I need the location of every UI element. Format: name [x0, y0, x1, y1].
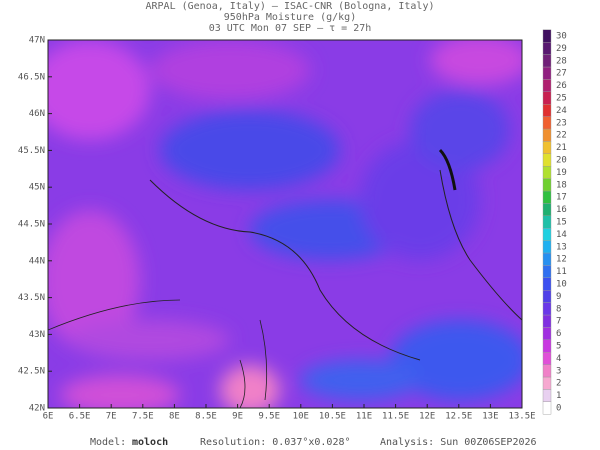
colorbar-cell — [542, 141, 552, 154]
colorbar-cell — [542, 42, 552, 55]
colorbar-label: 9 — [556, 292, 561, 302]
colorbar-cell — [542, 203, 552, 216]
lon-tick-label: 6.5E — [69, 412, 91, 422]
lon-tick-label: 11.5E — [382, 412, 409, 422]
colorbar-label: 6 — [556, 329, 561, 339]
colorbar-label: 17 — [556, 193, 567, 203]
lon-tick-label: 9E — [232, 412, 243, 422]
colorbar-cell — [542, 116, 552, 130]
footer-model-label: Model: — [90, 437, 126, 448]
colorbar-label: 15 — [556, 218, 567, 228]
colorbar-label: 24 — [556, 106, 567, 116]
colorbar-label: 21 — [556, 143, 567, 153]
colorbar-cell — [542, 401, 552, 415]
lon-tick-label: 10E — [293, 412, 309, 422]
lat-tick-label: 46.5N — [18, 72, 45, 82]
colorbar-label: 16 — [556, 205, 567, 215]
colorbar-label: 14 — [556, 230, 567, 240]
lon-tick-label: 12E — [419, 412, 435, 422]
colorbar-cell — [542, 314, 552, 328]
colorbar-label: 4 — [556, 354, 561, 364]
colorbar-label: 13 — [556, 242, 567, 252]
colorbar-cell — [542, 91, 552, 105]
lon-tick-label: 8E — [169, 412, 180, 422]
lat-tick-label: 45N — [29, 183, 45, 193]
colorbar-label: 11 — [556, 267, 567, 277]
lat-tick-label: 47N — [29, 36, 45, 46]
lat-tick-label: 44N — [29, 256, 45, 266]
colorbar-cell — [542, 327, 552, 340]
colorbar-label: 27 — [556, 69, 567, 79]
colorbar-cell — [542, 290, 552, 303]
colorbar-cell — [542, 190, 552, 204]
colorbar-label: 19 — [556, 168, 567, 178]
colorbar-label: 30 — [556, 32, 567, 42]
colorbar-cell — [542, 103, 552, 117]
lon-tick-label: 13E — [482, 412, 498, 422]
footer-model: moloch — [132, 437, 168, 448]
colorbar-label: 3 — [556, 366, 561, 376]
colorbar-cell — [542, 178, 552, 192]
colorbar-cell — [542, 215, 552, 229]
colorbar-label: 2 — [556, 379, 561, 389]
lat-tick-label: 45.5N — [18, 146, 45, 156]
lat-tick-label: 42.5N — [18, 367, 45, 377]
colorbar-label: 1 — [556, 391, 561, 401]
lat-tick-label: 44.5N — [18, 220, 45, 230]
lat-tick-label: 43N — [29, 330, 45, 340]
lon-tick-label: 12.5E — [445, 412, 472, 422]
colorbar-label: 23 — [556, 118, 567, 128]
colorbar-cell — [542, 339, 552, 353]
colorbar-label: 29 — [556, 44, 567, 54]
lon-tick-label: 6E — [43, 412, 54, 422]
colorbar-cell — [542, 364, 552, 378]
colorbar-cell — [542, 252, 552, 266]
lon-tick-label: 9.5E — [258, 412, 280, 422]
footer-resolution: Resolution: 0.037°x0.028° — [200, 437, 351, 448]
colorbar-cell — [542, 29, 552, 43]
colorbar-cell — [542, 240, 552, 254]
title-line: ARPAL (Genoa, Italy) – ISAC-CNR (Bologna… — [146, 1, 435, 12]
colorbar-label: 28 — [556, 56, 567, 66]
colorbar-cell — [542, 376, 552, 390]
lat-tick-label: 43.5N — [18, 293, 45, 303]
colorbar-label: 18 — [556, 180, 567, 190]
colorbar-cell — [542, 277, 552, 291]
colorbar-label: 26 — [556, 81, 567, 91]
lon-tick-label: 11E — [356, 412, 372, 422]
colorbar-cell — [542, 165, 552, 179]
lat-tick-label: 42N — [29, 404, 45, 414]
colorbar-cell — [542, 302, 552, 316]
lon-tick-label: 10.5E — [319, 412, 346, 422]
colorbar-label: 5 — [556, 342, 561, 352]
colorbar-cell — [542, 79, 552, 93]
lon-tick-label: 8.5E — [195, 412, 217, 422]
colorbar-cell — [542, 153, 552, 167]
colorbar-cell — [542, 265, 552, 278]
title-line: 950hPa Moisture (g/kg) — [224, 12, 356, 23]
lon-tick-label: 13.5E — [508, 412, 535, 422]
moisture-field — [48, 40, 522, 408]
colorbar-label: 8 — [556, 304, 561, 314]
title-line: 03 UTC Mon 07 SEP – τ = 27h — [209, 23, 372, 34]
lon-tick-label: 7.5E — [132, 412, 154, 422]
colorbar-label: 10 — [556, 280, 567, 290]
colorbar-label: 7 — [556, 317, 561, 327]
footer-analysis: Analysis: Sun 00Z06SEP2026 — [380, 437, 537, 448]
colorbar-label: 20 — [556, 156, 567, 166]
colorbar-label: 25 — [556, 94, 567, 104]
colorbar-cell — [542, 352, 552, 365]
lon-tick-label: 7E — [106, 412, 117, 422]
colorbar-cell — [542, 128, 552, 142]
colorbar-cell — [542, 54, 552, 68]
colorbar-cell — [542, 227, 552, 241]
colorbar-cell — [542, 389, 552, 402]
colorbar-label: 0 — [556, 404, 561, 414]
colorbar-label: 12 — [556, 255, 567, 265]
colorbar-cell — [542, 66, 552, 80]
colorbar-label: 22 — [556, 131, 567, 141]
lat-tick-label: 46N — [29, 109, 45, 119]
